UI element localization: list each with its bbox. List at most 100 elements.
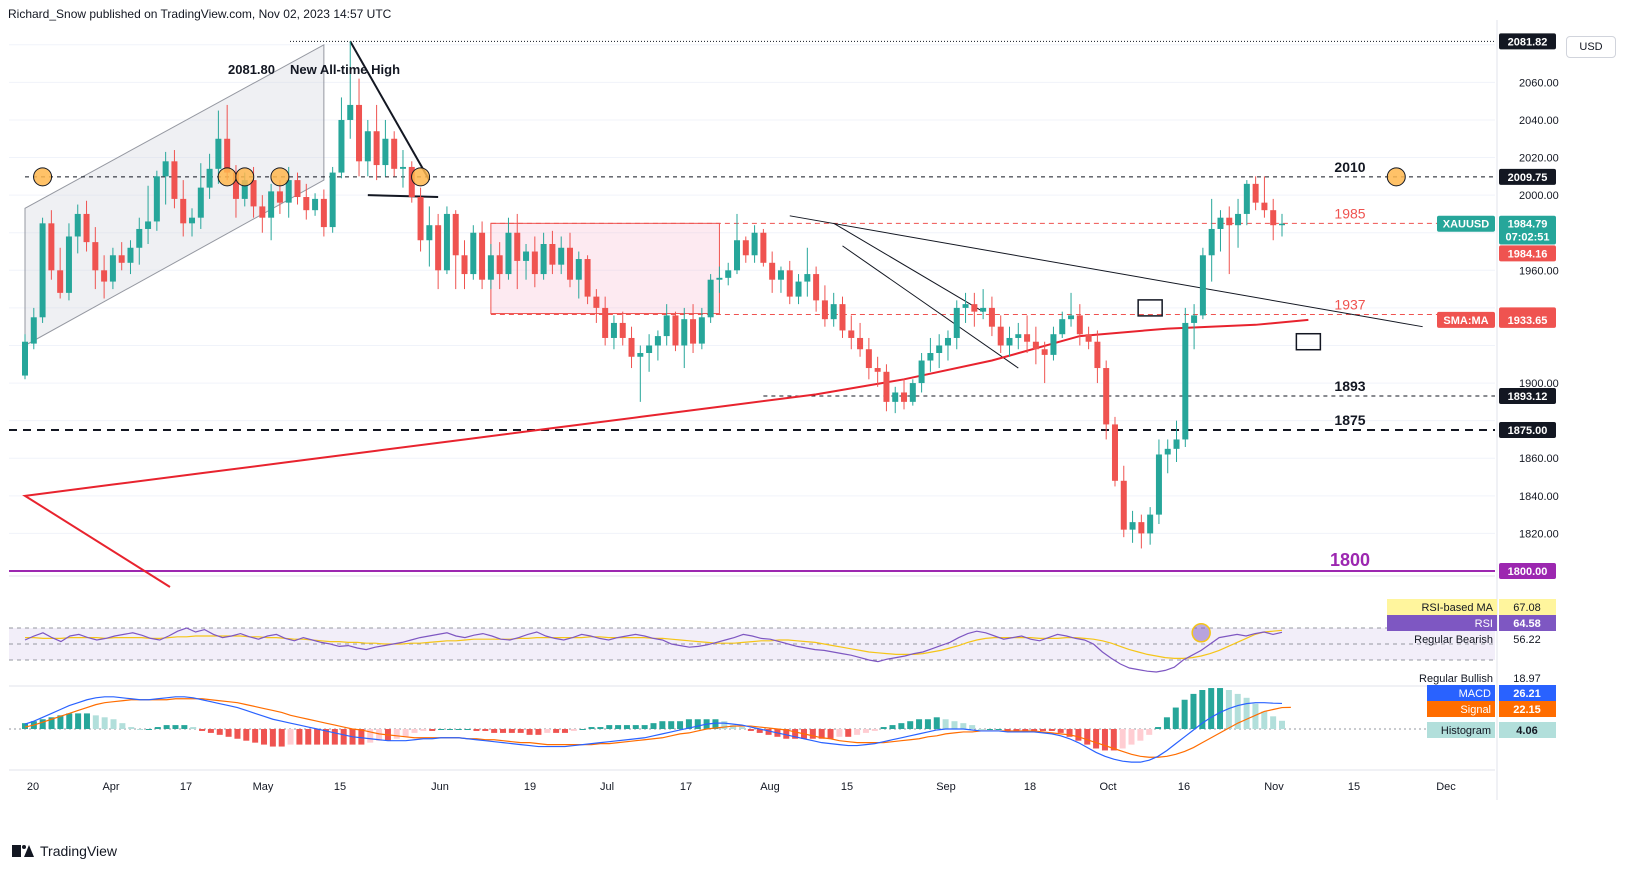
candle: [962, 292, 969, 323]
candle: [1085, 326, 1092, 350]
candle-body: [373, 131, 380, 166]
macd-histogram-bar: [446, 729, 453, 730]
candle-body: [487, 255, 494, 280]
candle: [1015, 322, 1022, 350]
rsi-line: [24, 627, 1283, 673]
candle-body: [496, 255, 503, 275]
candle: [602, 296, 609, 346]
candle-body: [962, 304, 969, 308]
macd-histogram-bar: [995, 729, 1002, 730]
price-tag: SMA:MA: [1437, 311, 1495, 328]
x-tick-label: Nov: [1264, 781, 1284, 793]
candle: [1235, 198, 1242, 248]
macd-histogram-bar: [225, 729, 232, 737]
tradingview-brand[interactable]: TradingView: [12, 843, 117, 859]
candle: [883, 364, 890, 412]
x-tick-label: May: [253, 781, 274, 793]
candle-body: [1191, 315, 1198, 323]
level-label-2010: 2010: [1334, 159, 1365, 175]
macd-histogram-bar: [252, 729, 259, 743]
currency-button[interactable]: USD: [1566, 36, 1616, 58]
candle-body: [1085, 334, 1092, 342]
candle-body: [206, 168, 213, 188]
macd-histogram-bar: [951, 721, 958, 729]
macd-histogram-bar: [809, 729, 816, 739]
candle: [514, 213, 521, 290]
candle-body: [250, 180, 257, 207]
y-tick-label: 2000.00: [1519, 190, 1559, 202]
candle: [777, 266, 784, 293]
candle: [927, 337, 934, 372]
candle: [83, 200, 90, 252]
candle-body: [1164, 448, 1171, 455]
candle: [364, 119, 371, 177]
candle: [610, 315, 617, 350]
macd-histogram-bar: [190, 727, 197, 729]
macd-histogram-bar: [92, 715, 99, 729]
macd-histogram-bar: [243, 729, 250, 741]
candle-body: [804, 274, 811, 282]
candle: [1279, 213, 1285, 237]
y-tick-label: 1960.00: [1519, 265, 1559, 277]
candle-body: [1120, 480, 1127, 530]
candle: [101, 255, 108, 299]
candle-body: [1226, 217, 1233, 226]
macd-histogram-bar: [376, 729, 383, 741]
descending-trendline: [789, 215, 1423, 328]
candle-body: [1279, 223, 1285, 226]
candle-body: [637, 353, 644, 357]
candle: [356, 78, 363, 177]
macd-histogram-bar: [588, 727, 595, 729]
candle: [821, 285, 828, 327]
candle-body: [523, 251, 530, 261]
candle-body: [435, 225, 442, 271]
candle: [909, 379, 916, 406]
candle-body: [698, 317, 705, 344]
candle-body: [901, 392, 908, 402]
candle-body: [127, 247, 134, 263]
x-tick-label: Sep: [936, 781, 956, 793]
candle: [162, 151, 169, 205]
candle-body: [672, 315, 679, 346]
macd-histogram-bar: [322, 729, 329, 745]
candle: [865, 337, 872, 380]
macd-histogram-bar: [1101, 729, 1108, 751]
macd-histogram-bar: [101, 717, 108, 729]
candle-body: [356, 104, 363, 162]
candle-body: [549, 244, 556, 265]
candle: [734, 213, 741, 275]
candle: [769, 251, 776, 293]
candle-body: [443, 213, 450, 271]
macd-histogram-bar: [393, 729, 400, 739]
candle: [30, 307, 37, 350]
candle-body: [936, 345, 943, 353]
candle-body: [1103, 368, 1110, 425]
candle: [215, 110, 222, 184]
macd-histogram-bar: [305, 729, 312, 745]
x-tick-label: 15: [1348, 781, 1360, 793]
candle-body: [312, 198, 319, 211]
candle: [971, 292, 978, 327]
macd-histogram-bar: [632, 725, 639, 729]
candle-body: [329, 172, 336, 228]
macd-histogram-bar: [907, 721, 914, 729]
macd-histogram-bar: [137, 729, 144, 730]
macd-histogram-bar: [597, 727, 604, 729]
price-tag: 1800.00: [1499, 563, 1556, 579]
macd-histogram-bar: [880, 727, 887, 729]
macd-histogram-bar: [792, 729, 799, 739]
price-tag-label: 1875.00: [1508, 425, 1548, 437]
macd-histogram-bar: [1270, 716, 1277, 729]
macd-histogram-bar: [978, 729, 985, 730]
brand-label: TradingView: [40, 843, 118, 859]
macd-histogram-bar: [1137, 729, 1144, 741]
candle: [382, 119, 389, 177]
candle: [1261, 176, 1268, 218]
macd-histogram-bar: [650, 723, 657, 729]
macd-legend-value: 22.15: [1513, 704, 1541, 716]
candle-body: [830, 304, 837, 320]
candle-body: [83, 213, 90, 243]
candle: [1068, 292, 1075, 327]
x-tick-label: 19: [524, 781, 536, 793]
